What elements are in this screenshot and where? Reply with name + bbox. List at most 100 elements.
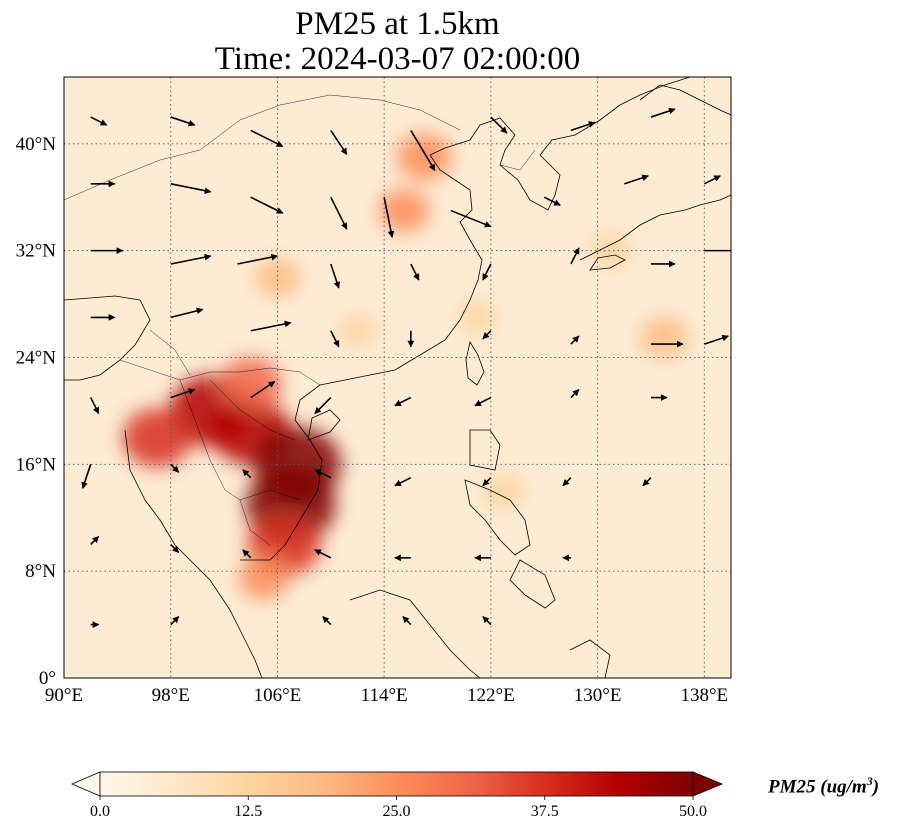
lat-tick-label: 0°: [39, 668, 56, 689]
wind-arrow: [314, 396, 332, 415]
wind-arrow: [170, 616, 180, 626]
country-borders: [64, 94, 536, 546]
colorbar-tick-label: 25.0: [383, 803, 411, 820]
lat-tick-label: 32°N: [16, 241, 57, 262]
wind-arrow: [90, 116, 108, 126]
pm25-hotspot: [254, 258, 301, 297]
wind-arrow: [490, 116, 508, 134]
graticule: [64, 77, 731, 678]
wind-arrow: [704, 334, 729, 345]
wind-arrow: [170, 543, 180, 554]
pm25-hotspot: [459, 301, 496, 334]
pm25-hotspot: [590, 233, 632, 269]
colorbar-gradient: [99, 771, 694, 797]
pm25-hotspot: [640, 317, 689, 358]
wind-arrow: [314, 468, 332, 479]
wind-arrow: [410, 263, 420, 281]
wind-arrow: [330, 196, 348, 230]
wind-arrow: [322, 616, 332, 626]
wind-arrow: [394, 396, 412, 407]
lon-tick-label: 138°E: [680, 685, 728, 706]
wind-arrow: [250, 196, 284, 214]
wind-vectors: [81, 107, 731, 628]
wind-arrow: [330, 129, 348, 155]
wind-arrow: [402, 616, 412, 626]
wind-arrow: [242, 549, 252, 559]
colorbar-tick-label: 50.0: [679, 803, 707, 820]
map-timestamp: Time: 2024-03-07 02:00:00: [214, 41, 581, 77]
wind-arrow: [250, 380, 276, 399]
wind-arrow: [450, 209, 492, 228]
wind-arrow: [482, 616, 492, 626]
latitude-tick-labels: 0° 8°N 16°N 24°N 32°N 40°N: [16, 134, 57, 689]
wind-arrow: [242, 469, 252, 479]
wind-arrow: [570, 388, 580, 399]
colorbar-upper-extend: [692, 771, 724, 797]
colorbar-label-exponent: 3: [866, 774, 873, 788]
wind-arrow: [642, 477, 652, 487]
wind-arrow: [237, 253, 279, 265]
lon-tick-label: 130°E: [574, 685, 622, 706]
lat-tick-label: 40°N: [16, 134, 57, 155]
colorbar-lower-extend: [70, 771, 101, 797]
pm25-hotspot: [484, 474, 525, 508]
wind-arrow: [383, 197, 395, 238]
wind-arrow: [650, 107, 676, 118]
coastlines: [64, 77, 731, 678]
colorbar-tick-label: 0.0: [90, 803, 110, 820]
colorbar-label-text: PM25 (ug/m: [768, 776, 867, 798]
wind-arrow: [81, 464, 92, 489]
colorbar-tick-label: 12.5: [234, 803, 262, 820]
wind-arrow: [170, 116, 196, 127]
lon-tick-label: 90°E: [45, 685, 83, 706]
wind-arrow: [474, 396, 492, 407]
wind-arrow: [410, 130, 436, 171]
lon-tick-label: 98°E: [152, 685, 190, 706]
wind-arrow: [330, 263, 341, 289]
wind-arrow: [394, 476, 412, 487]
wind-arrow: [250, 320, 292, 332]
lat-tick-label: 24°N: [16, 347, 57, 368]
colorbar-tick-label: 37.5: [531, 803, 559, 820]
wind-arrow: [250, 129, 284, 148]
wind-arrow: [170, 253, 212, 265]
pm25-hotspot: [396, 133, 452, 181]
wind-arrow: [482, 477, 492, 487]
wind-arrow: [570, 335, 580, 345]
pm25-hotspot: [238, 556, 290, 600]
wind-arrow: [89, 397, 100, 415]
wind-arrow: [170, 388, 196, 399]
colorbar-label-close: ): [872, 776, 880, 798]
wind-arrow: [314, 549, 332, 559]
map-frame: [63, 76, 732, 679]
map-background: [64, 77, 731, 678]
map-title: PM25 at 1.5km: [295, 6, 500, 42]
longitude-tick-labels: 90°E 98°E 106°E 114°E 122°E 130°E 138°E: [45, 685, 728, 706]
lat-tick-label: 16°N: [16, 454, 57, 475]
lon-tick-label: 122°E: [467, 685, 515, 706]
lat-tick-label: 8°N: [25, 561, 56, 582]
pm25-hotspot: [378, 188, 430, 233]
wind-arrow: [562, 477, 572, 487]
wind-arrow: [170, 183, 212, 194]
pm25-hotspot: [122, 408, 192, 467]
wind-arrow: [482, 330, 492, 340]
wind-arrow: [570, 247, 580, 265]
wind-arrow: [482, 263, 492, 281]
plot-area: [64, 77, 731, 678]
lon-tick-label: 114°E: [361, 685, 408, 706]
pm25-hotspot: [339, 315, 376, 347]
wind-arrow: [624, 174, 649, 185]
wind-arrow: [90, 535, 100, 546]
pm25-hotspot: [219, 357, 282, 411]
wind-arrow: [543, 196, 561, 206]
colorbar-label: PM25 (ug/m3): [768, 774, 879, 798]
wind-arrow: [170, 463, 180, 473]
wind-arrow: [170, 307, 204, 319]
wind-arrow: [703, 175, 721, 185]
lon-tick-label: 106°E: [254, 685, 302, 706]
wind-arrow: [330, 330, 340, 348]
colorbar-ticks: 0.0 12.5 25.0 37.5 50.0: [90, 796, 707, 820]
colorbar: 0.0 12.5 25.0 37.5 50.0: [70, 771, 724, 820]
